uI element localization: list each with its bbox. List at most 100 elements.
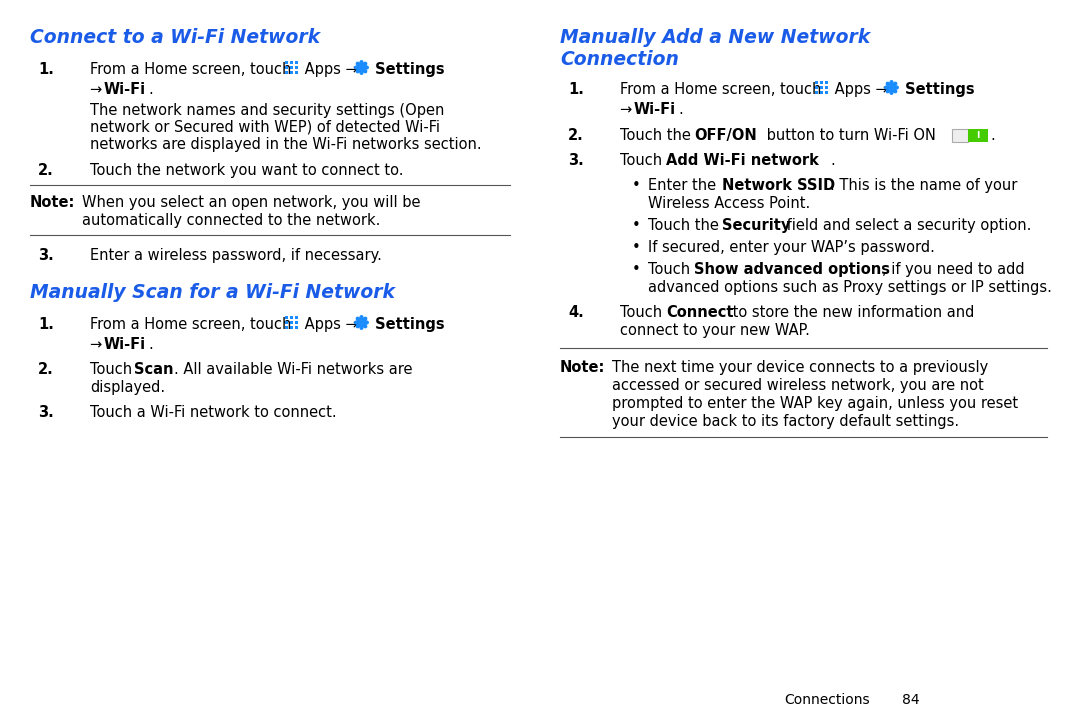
- Circle shape: [356, 318, 359, 320]
- Text: Network SSID: Network SSID: [723, 178, 835, 193]
- Text: connect to your new WAP.: connect to your new WAP.: [620, 323, 810, 338]
- Circle shape: [364, 63, 367, 65]
- Text: Settings: Settings: [900, 82, 974, 97]
- Circle shape: [894, 82, 896, 85]
- Text: •: •: [632, 178, 640, 193]
- Text: . All available Wi-Fi networks are: . All available Wi-Fi networks are: [174, 362, 413, 377]
- Text: 1.: 1.: [568, 82, 584, 97]
- Circle shape: [354, 66, 357, 69]
- Text: From a Home screen, touch: From a Home screen, touch: [90, 317, 292, 332]
- Text: Wi-Fi: Wi-Fi: [104, 337, 146, 352]
- Circle shape: [885, 86, 888, 89]
- Circle shape: [364, 318, 367, 320]
- Circle shape: [361, 60, 363, 63]
- Text: 3.: 3.: [38, 405, 54, 420]
- Text: •: •: [632, 240, 640, 255]
- Circle shape: [364, 325, 367, 328]
- Circle shape: [357, 63, 366, 72]
- Circle shape: [360, 320, 363, 324]
- Text: Touch: Touch: [90, 362, 137, 377]
- FancyBboxPatch shape: [285, 71, 288, 74]
- Text: 2.: 2.: [38, 163, 54, 178]
- Text: Manually Scan for a Wi-Fi Network: Manually Scan for a Wi-Fi Network: [30, 283, 395, 302]
- Text: Apps →: Apps →: [300, 317, 357, 332]
- Circle shape: [887, 90, 889, 93]
- FancyBboxPatch shape: [285, 316, 288, 319]
- Text: networks are displayed in the Wi-Fi networks section.: networks are displayed in the Wi-Fi netw…: [90, 137, 482, 152]
- Text: .: .: [148, 337, 152, 352]
- Circle shape: [361, 72, 363, 74]
- FancyBboxPatch shape: [968, 129, 988, 142]
- Text: automatically connected to the network.: automatically connected to the network.: [82, 213, 380, 228]
- Text: Security: Security: [723, 218, 791, 233]
- Text: Wi-Fi: Wi-Fi: [634, 102, 676, 117]
- FancyBboxPatch shape: [815, 86, 819, 89]
- Text: •: •: [632, 262, 640, 277]
- FancyBboxPatch shape: [825, 86, 828, 89]
- Circle shape: [357, 318, 366, 327]
- Text: Note:: Note:: [30, 195, 76, 210]
- Circle shape: [890, 91, 893, 94]
- Text: 3.: 3.: [38, 248, 54, 263]
- Text: Add Wi-Fi network: Add Wi-Fi network: [666, 153, 819, 168]
- Text: .: .: [831, 153, 835, 168]
- Circle shape: [887, 82, 889, 85]
- Circle shape: [890, 86, 893, 89]
- Text: Wireless Access Point.: Wireless Access Point.: [648, 196, 810, 211]
- Text: Touch the network you want to connect to.: Touch the network you want to connect to…: [90, 163, 404, 178]
- FancyBboxPatch shape: [289, 325, 293, 329]
- Text: to store the new information and: to store the new information and: [728, 305, 974, 320]
- Circle shape: [895, 86, 899, 89]
- FancyBboxPatch shape: [289, 321, 293, 324]
- FancyBboxPatch shape: [295, 66, 298, 69]
- Circle shape: [894, 90, 896, 93]
- Circle shape: [364, 70, 367, 73]
- Text: •: •: [632, 218, 640, 233]
- FancyBboxPatch shape: [295, 325, 298, 329]
- Text: Wi-Fi: Wi-Fi: [104, 82, 146, 97]
- FancyBboxPatch shape: [820, 86, 823, 89]
- FancyBboxPatch shape: [285, 325, 288, 329]
- Text: Apps →: Apps →: [831, 82, 888, 97]
- Text: Settings: Settings: [370, 62, 445, 77]
- Text: I: I: [976, 131, 980, 140]
- Text: advanced options such as Proxy settings or IP settings.: advanced options such as Proxy settings …: [648, 280, 1052, 295]
- Circle shape: [361, 327, 363, 329]
- FancyBboxPatch shape: [820, 81, 823, 84]
- Text: Connections: Connections: [784, 693, 870, 707]
- Text: 2.: 2.: [38, 362, 54, 377]
- Text: Touch: Touch: [648, 262, 694, 277]
- Circle shape: [366, 321, 368, 324]
- Text: Connection: Connection: [561, 50, 679, 69]
- Text: Connect: Connect: [666, 305, 733, 320]
- FancyBboxPatch shape: [285, 66, 288, 69]
- FancyBboxPatch shape: [289, 61, 293, 64]
- FancyBboxPatch shape: [820, 91, 823, 94]
- Text: .: .: [678, 102, 683, 117]
- Text: OFF/ON: OFF/ON: [694, 128, 757, 143]
- Text: From a Home screen, touch: From a Home screen, touch: [90, 62, 292, 77]
- FancyBboxPatch shape: [295, 61, 298, 64]
- FancyBboxPatch shape: [289, 71, 293, 74]
- Text: From a Home screen, touch: From a Home screen, touch: [620, 82, 822, 97]
- Circle shape: [888, 84, 895, 91]
- FancyBboxPatch shape: [815, 81, 819, 84]
- Text: 3.: 3.: [568, 153, 584, 168]
- Text: Settings: Settings: [370, 317, 445, 332]
- Text: When you select an open network, you will be: When you select an open network, you wil…: [82, 195, 420, 210]
- Text: Touch the: Touch the: [620, 128, 696, 143]
- Circle shape: [360, 66, 363, 69]
- Text: network or Secured with WEP) of detected Wi-Fi: network or Secured with WEP) of detected…: [90, 120, 440, 135]
- FancyBboxPatch shape: [289, 66, 293, 69]
- Text: Connect to a Wi-Fi Network: Connect to a Wi-Fi Network: [30, 28, 320, 47]
- FancyBboxPatch shape: [285, 61, 288, 64]
- Text: 84: 84: [903, 693, 920, 707]
- Text: 2.: 2.: [568, 128, 584, 143]
- Text: field and select a security option.: field and select a security option.: [782, 218, 1031, 233]
- Text: The next time your device connects to a previously: The next time your device connects to a …: [612, 360, 988, 375]
- Text: Show advanced options: Show advanced options: [694, 262, 890, 277]
- Text: The network names and security settings (Open: The network names and security settings …: [90, 103, 444, 118]
- Text: →: →: [620, 102, 637, 117]
- Text: Enter a wireless password, if necessary.: Enter a wireless password, if necessary.: [90, 248, 382, 263]
- FancyBboxPatch shape: [825, 81, 828, 84]
